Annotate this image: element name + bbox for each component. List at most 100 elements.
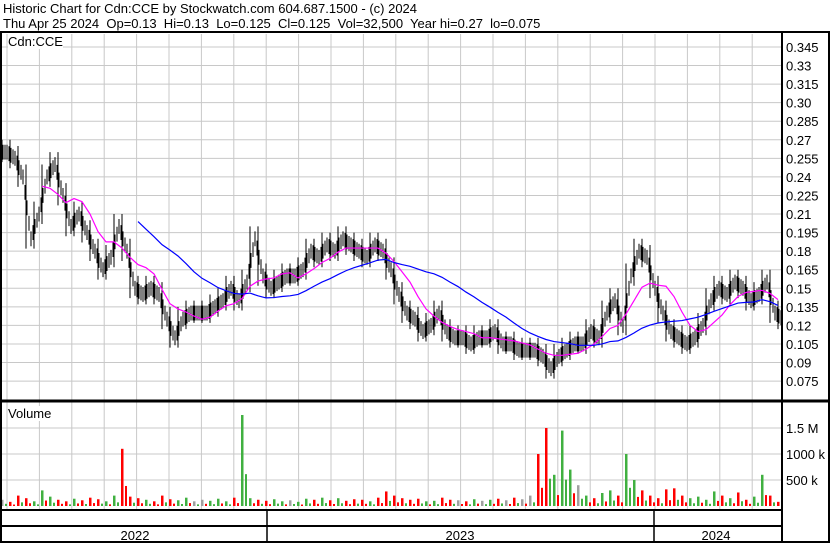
volume-bar xyxy=(121,448,124,506)
volume-bar xyxy=(309,503,311,506)
volume-bar xyxy=(405,503,407,506)
volume-bar xyxy=(265,500,268,506)
volume-bar xyxy=(389,500,391,506)
volume-bar xyxy=(77,503,79,506)
volume-bar xyxy=(185,497,188,506)
volume-bar xyxy=(357,503,359,506)
volume-bar xyxy=(501,503,503,506)
volume-bar xyxy=(29,503,31,506)
volume-bar xyxy=(269,504,271,506)
volume-bar xyxy=(1,499,4,506)
volume-bar xyxy=(45,500,47,506)
volume-bar xyxy=(109,504,111,506)
volume-bar xyxy=(333,503,335,506)
volume-bar xyxy=(161,495,164,506)
price-tick-label: 0.225 xyxy=(786,188,819,203)
volume-bar xyxy=(369,501,372,506)
volume-bar xyxy=(637,496,639,506)
volume-bar xyxy=(329,500,332,506)
price-tick-label: 0.285 xyxy=(786,114,819,129)
volume-bar xyxy=(445,503,447,506)
volume-bar xyxy=(565,479,567,506)
volume-bar xyxy=(345,500,348,506)
volume-bar xyxy=(49,496,52,506)
volume-bar xyxy=(589,502,591,506)
volume-bar xyxy=(697,496,700,506)
volume-bar xyxy=(717,500,719,506)
volume-bar xyxy=(517,503,519,506)
volume-bar xyxy=(321,497,324,506)
volume-bar xyxy=(769,495,772,506)
volume-bar xyxy=(85,503,87,506)
volume-bar xyxy=(113,495,116,506)
volume-bar xyxy=(509,503,511,506)
volume-bar xyxy=(597,503,599,506)
volume-bar xyxy=(613,500,615,506)
volume-bar xyxy=(213,504,215,506)
volume-bar xyxy=(537,454,540,506)
volume-bar xyxy=(541,487,543,506)
volume-bar xyxy=(621,502,623,506)
volume-bar xyxy=(737,492,740,506)
volume-bar xyxy=(757,502,759,506)
volume-bar xyxy=(133,502,135,506)
volume-bar xyxy=(93,503,95,506)
chart-title: Historic Chart for Cdn:CCE by Stockwatch… xyxy=(3,1,418,16)
volume-bar xyxy=(417,498,420,506)
volume-bar xyxy=(465,501,468,506)
volume-bar xyxy=(257,499,260,506)
volume-bar xyxy=(437,504,439,506)
volume-bar xyxy=(461,503,463,506)
quote-line: Thu Apr 25 2024 Op=0.13 Hi=0.13 Lo=0.125… xyxy=(3,16,541,31)
volume-bar xyxy=(5,503,7,506)
volume-bar xyxy=(245,474,247,506)
volume-bar xyxy=(761,474,764,506)
volume-bar xyxy=(653,502,655,506)
volume-bar xyxy=(773,502,775,506)
price-tick-label: 0.165 xyxy=(786,263,819,278)
volume-bar xyxy=(381,503,383,506)
volume-bar xyxy=(425,501,428,506)
volume-bar xyxy=(521,499,524,506)
volume-bar xyxy=(273,499,276,506)
volume-bar xyxy=(677,499,679,506)
year-label: 2023 xyxy=(446,528,475,543)
volume-bar xyxy=(673,488,676,506)
volume-bar xyxy=(21,502,23,506)
volume-bar xyxy=(157,504,159,506)
volume-bar xyxy=(181,503,183,506)
volume-bar xyxy=(397,502,399,506)
volume-bar xyxy=(729,498,732,506)
volume-bar xyxy=(97,499,100,506)
volume-bar xyxy=(105,501,108,506)
volume-bar xyxy=(169,499,172,506)
volume-bar xyxy=(9,501,12,506)
volume-bar xyxy=(657,498,660,506)
volume-bar xyxy=(69,504,71,506)
volume-bar xyxy=(645,500,647,506)
volume-bar xyxy=(557,495,559,506)
volume-bar xyxy=(709,503,711,506)
volume-bar xyxy=(317,503,319,506)
price-tick-label: 0.12 xyxy=(786,318,811,333)
volume-bar xyxy=(237,503,239,506)
volume-bar xyxy=(409,499,412,506)
volume-bar xyxy=(385,491,388,506)
volume-bar xyxy=(665,489,668,506)
volume-bar xyxy=(689,498,692,506)
volume-bar xyxy=(81,500,84,506)
volume-bar xyxy=(293,503,295,506)
volume-bar xyxy=(261,503,263,506)
volume-bar xyxy=(225,501,228,506)
volume-tick-label: 1000 k xyxy=(786,447,826,462)
volume-bar xyxy=(353,499,356,506)
volume-bar xyxy=(129,496,132,506)
volume-bar xyxy=(481,500,484,506)
volume-bar xyxy=(421,503,423,506)
price-tick-label: 0.345 xyxy=(786,40,819,55)
volume-bar xyxy=(553,474,556,506)
volume-bar xyxy=(681,495,684,506)
volume-bar xyxy=(453,503,455,506)
volume-bar xyxy=(145,499,148,506)
